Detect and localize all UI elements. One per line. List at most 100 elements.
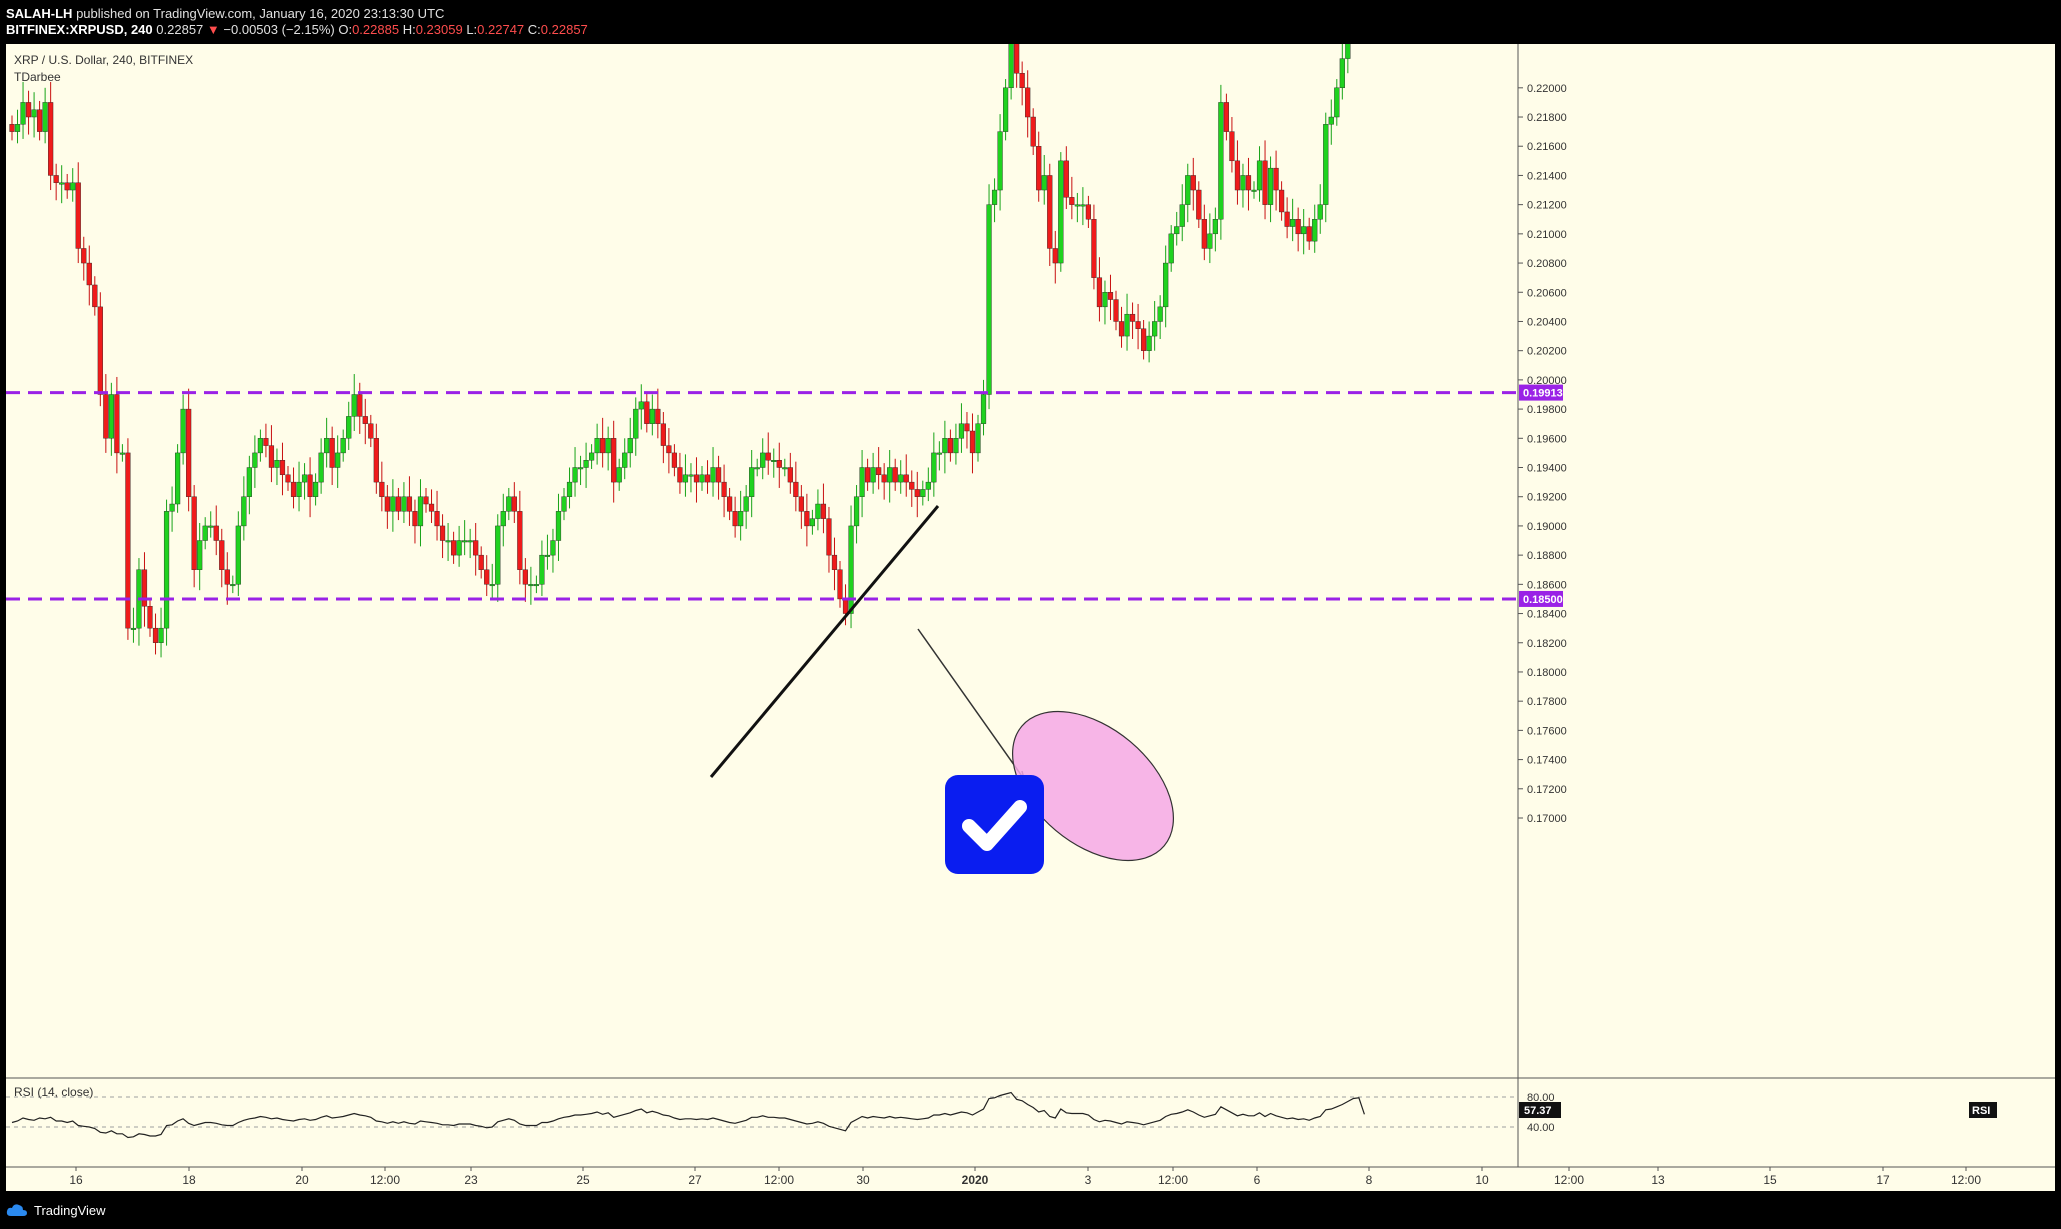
chart-svg[interactable]: 0.19913 0.18500 0.22000 0.21800 0.21600 0.21… (6, 0, 2055, 1191)
candle (1328, 99, 1334, 145)
candle (1196, 181, 1202, 229)
candle (1190, 157, 1196, 211)
x-tick-label: 16 (69, 1173, 83, 1187)
candle-body (169, 503, 175, 512)
candle (263, 423, 269, 458)
candle-body (31, 109, 37, 118)
y-tick-label: 0.21400 (1527, 170, 1567, 182)
rsi-pane[interactable]: 80.00 40.00 RSI 57.37 (6, 1077, 2055, 1168)
candle-body (263, 438, 269, 446)
candle (180, 394, 186, 465)
candle (42, 87, 48, 144)
candle-body (1339, 58, 1345, 89)
chart-area[interactable]: 0.19913 0.18500 0.22000 0.21800 0.21600 0.21… (6, 0, 2055, 1191)
horizontal-levels[interactable]: 0.19913 0.18500 (6, 384, 1563, 607)
candle-body (1058, 160, 1064, 264)
candle-body (715, 467, 722, 483)
candle (147, 597, 153, 637)
candle (186, 388, 192, 512)
level-price-badge (1519, 590, 1563, 607)
candle (473, 523, 479, 576)
drawings[interactable] (709, 505, 1202, 890)
candle (136, 558, 142, 646)
candle (887, 449, 893, 503)
candle-body (1074, 204, 1080, 207)
candle (1278, 181, 1285, 221)
candle-body (1019, 73, 1025, 89)
candle (53, 163, 59, 201)
rsi-axis-label: 40.00 (1527, 1122, 1555, 1134)
candle (511, 482, 517, 524)
candle (257, 429, 264, 462)
down-arrow-icon: ▼ (206, 22, 220, 37)
cloud-logo-icon (6, 1204, 27, 1216)
candle (522, 558, 528, 602)
candle-body (550, 540, 556, 556)
pink-ellipse[interactable] (984, 682, 1201, 890)
candle (914, 471, 920, 518)
candle-body (70, 182, 76, 191)
candle (37, 100, 43, 141)
candle-body (909, 481, 915, 490)
y-tick-label: 0.18800 (1527, 550, 1567, 562)
arrow-line[interactable] (917, 628, 1025, 780)
candle (732, 496, 738, 538)
candle (506, 487, 512, 521)
candle (1129, 302, 1136, 339)
candle (550, 528, 556, 573)
candle-body (213, 525, 219, 541)
candle-body (1091, 219, 1097, 278)
candle (1273, 150, 1279, 211)
tradingview-logo[interactable]: TradingView (6, 1201, 106, 1219)
candle-body (119, 452, 126, 455)
candle-body (1290, 219, 1296, 227)
candle (721, 464, 727, 518)
candle-body (97, 306, 103, 395)
author-name[interactable]: SALAH-LH (6, 6, 73, 21)
x-tick-label: 12:00 (764, 1173, 794, 1187)
candle-body (991, 189, 998, 205)
candle-body (191, 496, 197, 570)
candle (1152, 301, 1158, 351)
candle (439, 514, 446, 559)
candle (892, 458, 898, 491)
candle (489, 563, 495, 599)
x-tick-label: 10 (1475, 1173, 1489, 1187)
rsi-title: RSI (14, close) (14, 1085, 93, 1099)
candle-body (853, 496, 860, 527)
candle (25, 90, 32, 135)
candle-body (1146, 335, 1152, 351)
candle (611, 420, 617, 503)
candle-body (484, 569, 490, 585)
candle (627, 417, 633, 468)
price-axis[interactable]: 0.22000 0.21800 0.21600 0.21400 0.21200 0.210… (1517, 44, 1567, 1167)
candle-body (1118, 321, 1125, 337)
candle-body (197, 540, 203, 570)
candle-body (351, 394, 357, 417)
rsi-badge-label-box (1969, 1102, 1997, 1118)
candle-body (771, 460, 777, 462)
x-tick-label: 2020 (962, 1173, 989, 1187)
candle (64, 173, 70, 199)
candle-body (252, 452, 258, 468)
symbol-label: BITFINEX:XRPUSD, 240 (6, 22, 153, 37)
candle-body (975, 423, 981, 454)
candle (1096, 257, 1103, 322)
candle-body (947, 438, 954, 454)
time-axis[interactable]: 16 18 20 12:00 23 25 27 12:00 30 2020 3 12:00 6 8 10 12… (69, 1167, 1981, 1187)
candle (936, 441, 942, 471)
trend-line[interactable] (709, 505, 940, 778)
candle-body (180, 408, 186, 454)
candle-body (1323, 124, 1329, 205)
candle-body (219, 540, 225, 570)
candle (59, 165, 65, 204)
x-tick-label: 15 (1763, 1173, 1777, 1187)
candle-body (1251, 189, 1257, 192)
candle (865, 458, 871, 491)
candle (152, 613, 159, 655)
candle (1312, 204, 1318, 253)
x-tick-label: 17 (1876, 1173, 1890, 1187)
candle (219, 528, 225, 588)
candle-body (379, 481, 385, 497)
candle-body (1096, 277, 1103, 308)
